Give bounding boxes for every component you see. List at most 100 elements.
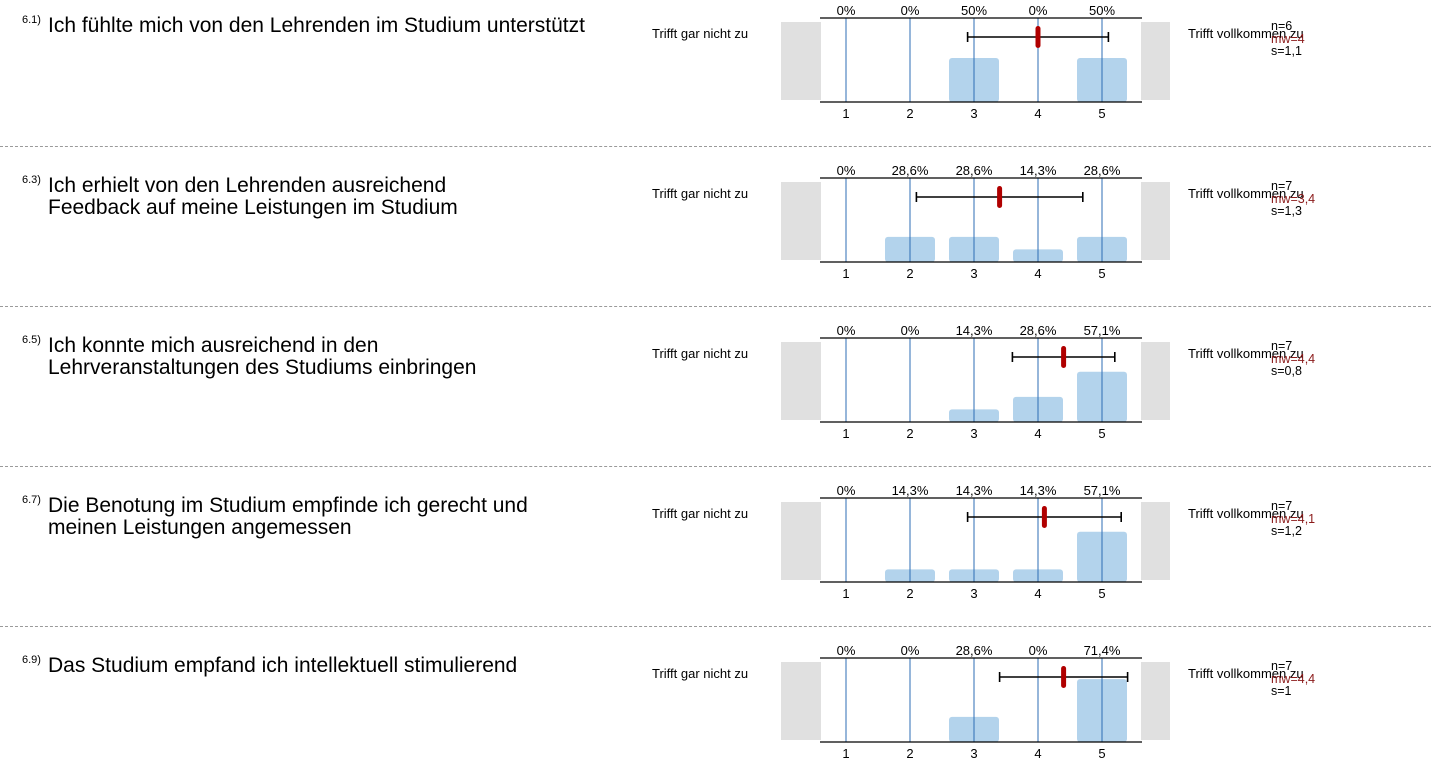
percent-label-1: 0% <box>837 323 856 338</box>
question-row: 6.5) Ich konnte mich ausreichend in den L… <box>0 320 1431 460</box>
question-number: 6.1) <box>22 14 41 26</box>
tick-label-3: 3 <box>970 266 977 281</box>
stats-block: n=7 mw=4,4 s=0,8 <box>1271 340 1315 378</box>
stat-sd: s=0,8 <box>1271 364 1302 378</box>
percent-label-2: 14,3% <box>892 483 929 498</box>
distribution-chart: 0% 0% 28,6% 0% 71,4% 1 2 3 4 5 <box>781 643 1170 761</box>
tick-label-5: 5 <box>1098 746 1105 761</box>
percent-label-4: 0% <box>1029 3 1048 18</box>
row-separator <box>0 306 1431 307</box>
tick-label-2: 2 <box>906 266 913 281</box>
tick-label-1: 1 <box>842 266 849 281</box>
scale-right-label: Trifft vollkommen zu <box>1188 26 1304 41</box>
tick-label-1: 1 <box>842 426 849 441</box>
mean-marker <box>997 186 1003 208</box>
tick-label-2: 2 <box>906 106 913 121</box>
percent-label-3: 14,3% <box>956 483 993 498</box>
side-box-left <box>781 182 821 260</box>
question-text: Ich konnte mich ausreichend in den Lehrv… <box>48 334 477 379</box>
tick-label-5: 5 <box>1098 426 1105 441</box>
percent-label-2: 0% <box>901 323 920 338</box>
tick-label-4: 4 <box>1034 106 1041 121</box>
stat-mean: mw=4,4 <box>1271 671 1316 686</box>
percent-label-3: 28,6% <box>956 643 993 658</box>
question-row: 6.3) Ich erhielt von den Lehrenden ausrei… <box>0 160 1431 300</box>
row-separator <box>0 466 1431 467</box>
stat-n: n=7 <box>1271 339 1293 353</box>
stat-mean: mw=3,4 <box>1271 191 1316 206</box>
tick-label-1: 1 <box>842 106 849 121</box>
stat-n: n=7 <box>1271 499 1293 513</box>
percent-label-3: 50% <box>961 3 987 18</box>
distribution-chart: 0% 0% 14,3% 28,6% 57,1% 1 2 3 4 5 <box>781 323 1170 441</box>
question-number: 6.3) <box>22 174 41 186</box>
question-row: 6.7) Die Benotung im Studium empfinde ich… <box>0 480 1431 620</box>
percent-label-5: 50% <box>1089 3 1115 18</box>
tick-label-4: 4 <box>1034 266 1041 281</box>
percent-label-5: 28,6% <box>1084 163 1121 178</box>
stat-sd: s=1,2 <box>1271 524 1302 538</box>
percent-label-1: 0% <box>837 3 856 18</box>
stat-sd: s=1 <box>1271 684 1292 698</box>
row-separator <box>0 626 1431 627</box>
mean-marker <box>1035 26 1041 48</box>
scale-right-label: Trifft vollkommen zu <box>1188 346 1304 361</box>
scale-left-label: Trifft gar nicht zu <box>652 346 749 361</box>
stat-sd: s=1,1 <box>1271 44 1302 58</box>
side-box-right <box>1141 22 1170 100</box>
side-box-left <box>781 502 821 580</box>
tick-label-3: 3 <box>970 746 977 761</box>
percent-label-5: 57,1% <box>1084 483 1121 498</box>
mean-marker <box>1041 506 1047 528</box>
side-box-right <box>1141 502 1170 580</box>
row-separator <box>0 146 1431 147</box>
scale-left-label: Trifft gar nicht zu <box>652 666 749 681</box>
scale-right-label: Trifft vollkommen zu <box>1188 666 1304 681</box>
distribution-chart: 0% 28,6% 28,6% 14,3% 28,6% 1 2 3 4 5 <box>781 163 1170 281</box>
side-box-left <box>781 662 821 740</box>
stats-block: n=7 mw=3,4 s=1,3 <box>1271 180 1315 218</box>
stat-n: n=6 <box>1271 19 1293 33</box>
side-box-right <box>1141 662 1170 740</box>
tick-label-2: 2 <box>906 746 913 761</box>
percent-label-2: 28,6% <box>892 163 929 178</box>
stat-n: n=7 <box>1271 179 1293 193</box>
percent-label-4: 14,3% <box>1020 483 1057 498</box>
scale-left-label: Trifft gar nicht zu <box>652 186 749 201</box>
tick-label-2: 2 <box>906 586 913 601</box>
mean-marker <box>1061 346 1067 368</box>
scale-right-label: Trifft vollkommen zu <box>1188 506 1304 521</box>
side-box-left <box>781 22 821 100</box>
stat-mean: mw=4 <box>1271 31 1305 46</box>
scale-left-label: Trifft gar nicht zu <box>652 506 749 521</box>
tick-label-4: 4 <box>1034 746 1041 761</box>
percent-label-4: 14,3% <box>1020 163 1057 178</box>
tick-label-5: 5 <box>1098 266 1105 281</box>
question-text: Ich fühlte mich von den Lehrenden im Stu… <box>48 14 585 37</box>
side-box-left <box>781 342 821 420</box>
percent-label-5: 57,1% <box>1084 323 1121 338</box>
scale-right-label: Trifft vollkommen zu <box>1188 186 1304 201</box>
mean-marker <box>1061 666 1067 688</box>
stats-block: n=7 mw=4,1 s=1,2 <box>1271 500 1315 538</box>
tick-label-3: 3 <box>970 586 977 601</box>
percent-label-3: 14,3% <box>956 323 993 338</box>
percent-label-1: 0% <box>837 163 856 178</box>
side-box-right <box>1141 342 1170 420</box>
stats-block: n=7 mw=4,4 s=1 <box>1271 660 1315 698</box>
percent-label-5: 71,4% <box>1084 643 1121 658</box>
percent-label-4: 28,6% <box>1020 323 1057 338</box>
stat-mean: mw=4,1 <box>1271 511 1316 526</box>
question-text: Ich erhielt von den Lehrenden ausreichen… <box>48 174 458 219</box>
question-number: 6.9) <box>22 654 41 666</box>
question-text: Die Benotung im Studium empfinde ich ger… <box>48 494 528 539</box>
question-number: 6.5) <box>22 334 41 346</box>
tick-label-3: 3 <box>970 106 977 121</box>
question-row: 6.9) Das Studium empfand ich intellektuel… <box>0 640 1431 780</box>
percent-label-1: 0% <box>837 643 856 658</box>
stat-mean: mw=4,4 <box>1271 351 1316 366</box>
tick-label-1: 1 <box>842 586 849 601</box>
stat-n: n=7 <box>1271 659 1293 673</box>
question-row: 6.1) Ich fühlte mich von den Lehrenden im… <box>0 0 1431 140</box>
question-number: 6.7) <box>22 494 41 506</box>
